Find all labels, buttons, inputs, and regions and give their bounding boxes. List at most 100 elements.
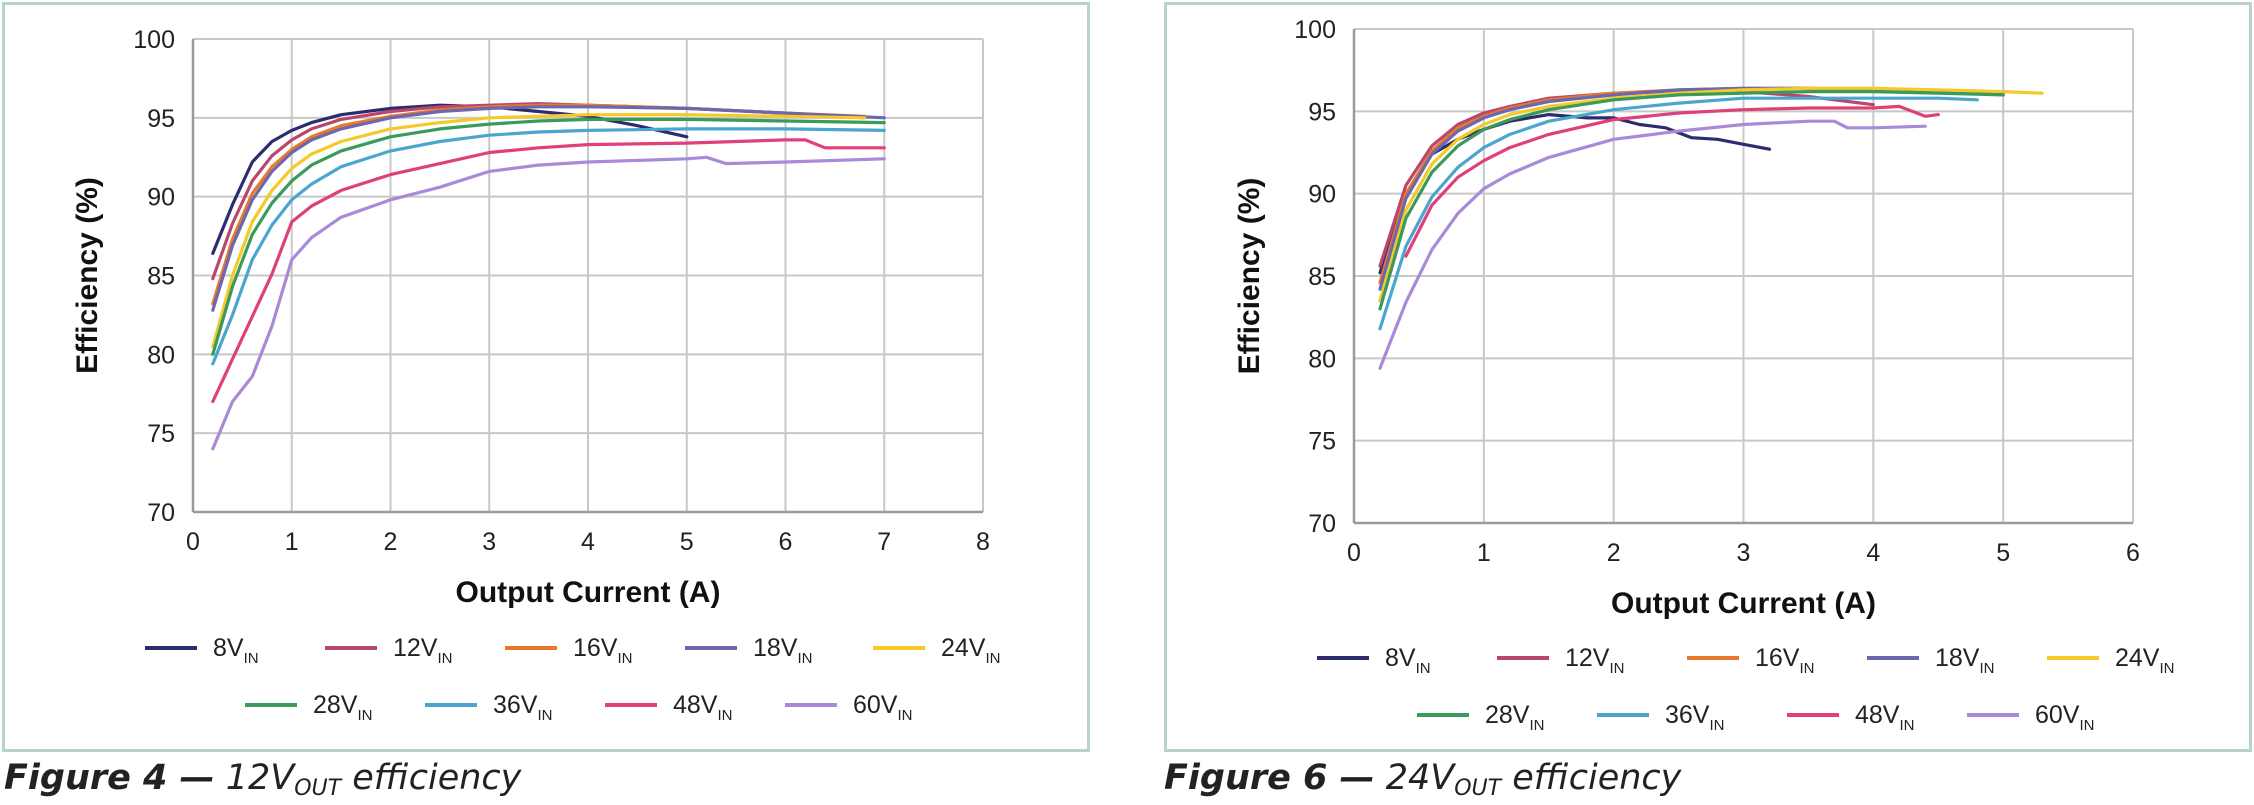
series-lines bbox=[1378, 86, 2044, 370]
legend-label: 36VIN bbox=[1665, 701, 1724, 734]
legend-label: 36VIN bbox=[493, 691, 552, 724]
grid bbox=[192, 38, 984, 513]
legend-label: 28VIN bbox=[313, 691, 372, 724]
x-tick-label: 0 bbox=[186, 528, 200, 556]
legend-label: 18VIN bbox=[1935, 644, 1994, 677]
x-tick-label: 6 bbox=[779, 528, 793, 556]
legend-label: 48VIN bbox=[673, 691, 732, 724]
x-tick-label: 8 bbox=[976, 528, 990, 556]
y-axis-title: Efficiency (%) bbox=[1233, 178, 1266, 375]
y-axis-title: Efficiency (%) bbox=[71, 177, 104, 374]
x-axis-title: Output Current (A) bbox=[456, 576, 721, 609]
legend-label: 8VIN bbox=[1385, 644, 1431, 677]
y-tick-label: 85 bbox=[1308, 263, 1336, 291]
caption-sub: OUT bbox=[294, 776, 342, 801]
y-tick-label: 100 bbox=[133, 26, 175, 54]
series-line-16vin bbox=[211, 103, 867, 306]
legend-item: 24VIN bbox=[2047, 644, 2174, 677]
legend-item: 18VIN bbox=[1867, 644, 1994, 677]
legend-item: 16VIN bbox=[1687, 644, 1814, 677]
x-tick-label: 3 bbox=[1737, 539, 1751, 567]
legend-label: 60VIN bbox=[853, 691, 912, 724]
caption-tail: efficiency bbox=[352, 758, 522, 798]
x-tick-label: 5 bbox=[1996, 539, 2010, 567]
legend-item: 36VIN bbox=[425, 691, 552, 724]
series-line-60vin bbox=[1378, 119, 1927, 370]
y-tick-label: 75 bbox=[1308, 428, 1336, 456]
x-tick-label: 4 bbox=[1866, 539, 1880, 567]
y-tick-label: 90 bbox=[147, 184, 175, 212]
legend-label: 12VIN bbox=[393, 634, 452, 667]
legend-item: 48VIN bbox=[1787, 701, 1914, 734]
y-tick-label: 80 bbox=[1308, 345, 1336, 373]
series-line-60vin bbox=[211, 155, 886, 451]
y-tick-label: 95 bbox=[1308, 98, 1336, 126]
legend-label: 28VIN bbox=[1485, 701, 1544, 734]
caption-main: 24V bbox=[1385, 758, 1455, 798]
y-tick-label: 70 bbox=[1308, 510, 1336, 538]
x-tick-label: 0 bbox=[1347, 539, 1361, 567]
efficiency-chart-12v-out: 0 1 2 3 4 5 6 7 8 70 75 80 85 90 95 100 Output Current (… bbox=[71, 26, 1000, 724]
legend-item: 18VIN bbox=[685, 634, 812, 667]
legend-item: 16VIN bbox=[505, 634, 632, 667]
series-line-48vin bbox=[211, 138, 886, 404]
series-line-8vin bbox=[1378, 112, 1772, 275]
legend-label: 48VIN bbox=[1855, 701, 1914, 734]
legend-item: 60VIN bbox=[1967, 701, 2094, 734]
series-lines bbox=[211, 101, 886, 451]
legend: 8VIN 12VIN 16VIN 18VIN 24VIN 28VIN 36VIN 48VIN 6… bbox=[145, 634, 1000, 724]
caption-label: Figure 6 — bbox=[1164, 758, 1375, 798]
legend-label: 24VIN bbox=[2115, 644, 2174, 677]
legend-item: 8VIN bbox=[1317, 644, 1431, 677]
x-tick-label: 7 bbox=[877, 528, 891, 556]
legend-item: 8VIN bbox=[145, 634, 259, 667]
x-tick-label: 2 bbox=[384, 528, 398, 556]
series-line-28vin bbox=[211, 117, 886, 356]
chart-frame-figure-4: 0 1 2 3 4 5 6 7 8 70 75 80 85 90 95 100 Output Current (… bbox=[2, 2, 1090, 752]
chart-frame-figure-6: 0 1 2 3 4 5 6 70 75 80 85 90 95 100 Output Current (A)… bbox=[1164, 2, 2252, 752]
legend-item: 24VIN bbox=[873, 634, 1000, 667]
legend: 8VIN 12VIN 16VIN 18VIN 24VIN 28VIN 36VIN 48VIN 6… bbox=[1317, 644, 2174, 734]
legend-label: 18VIN bbox=[753, 634, 812, 667]
series-line-24vin bbox=[211, 113, 867, 349]
x-tick-label: 4 bbox=[581, 528, 595, 556]
legend-item: 28VIN bbox=[245, 691, 372, 724]
series-line-28vin bbox=[1378, 89, 2005, 311]
y-tick-label: 85 bbox=[147, 263, 175, 291]
y-tick-label: 75 bbox=[147, 420, 175, 448]
legend-label: 60VIN bbox=[2035, 701, 2094, 734]
legend-item: 12VIN bbox=[325, 634, 452, 667]
legend-item: 48VIN bbox=[605, 691, 732, 724]
legend-label: 16VIN bbox=[1755, 644, 1814, 677]
x-tick-label: 1 bbox=[285, 528, 299, 556]
y-tick-label: 90 bbox=[1308, 181, 1336, 209]
x-tick-label: 2 bbox=[1607, 539, 1621, 567]
legend-label: 12VIN bbox=[1565, 644, 1624, 677]
series-line-36vin bbox=[1378, 96, 1979, 331]
legend-item: 12VIN bbox=[1497, 644, 1624, 677]
y-tick-label: 100 bbox=[1294, 16, 1336, 44]
legend-item: 60VIN bbox=[785, 691, 912, 724]
series-line-48vin bbox=[1404, 104, 1940, 258]
caption-tail: efficiency bbox=[1512, 758, 1682, 798]
caption-main: 12V bbox=[225, 758, 295, 798]
x-tick-label: 1 bbox=[1477, 539, 1491, 567]
caption-sub: OUT bbox=[1454, 776, 1502, 801]
series-line-36vin bbox=[211, 127, 886, 366]
grid bbox=[1353, 28, 2134, 524]
x-tick-label: 6 bbox=[2126, 539, 2140, 567]
legend-label: 16VIN bbox=[573, 634, 632, 667]
x-tick-label: 5 bbox=[680, 528, 694, 556]
legend-label: 8VIN bbox=[213, 634, 259, 667]
y-tick-label: 95 bbox=[147, 105, 175, 133]
figure-caption-4: Figure 4 — 12VOUT efficiency bbox=[4, 758, 521, 801]
efficiency-chart-24v-out: 0 1 2 3 4 5 6 70 75 80 85 90 95 100 Output Current (A)… bbox=[1233, 16, 2174, 734]
legend-label: 24VIN bbox=[941, 634, 1000, 667]
y-tick-label: 70 bbox=[147, 499, 175, 527]
x-axis-title: Output Current (A) bbox=[1611, 587, 1876, 620]
legend-item: 28VIN bbox=[1417, 701, 1544, 734]
series-line-18vin bbox=[211, 105, 886, 312]
caption-label: Figure 4 — bbox=[4, 758, 215, 798]
x-tick-label: 3 bbox=[482, 528, 496, 556]
y-tick-label: 80 bbox=[147, 341, 175, 369]
